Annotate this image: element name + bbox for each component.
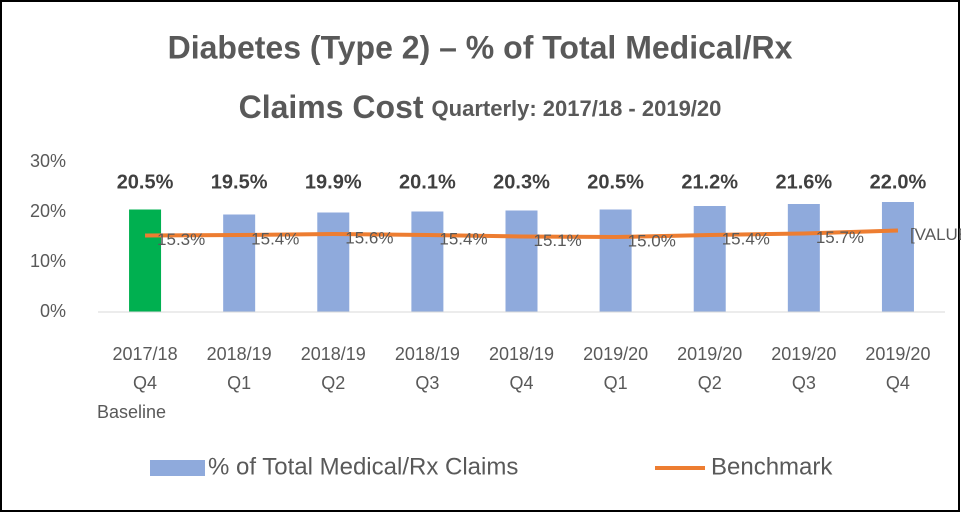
y-tick-label: 30% xyxy=(30,151,66,171)
x-tick-label: Q2 xyxy=(321,373,345,393)
bar xyxy=(129,209,162,312)
bar xyxy=(317,212,350,312)
data-label: 20.5% xyxy=(117,171,174,193)
bar xyxy=(787,204,820,312)
data-label: 15.7% xyxy=(816,228,864,247)
x-tick-label: Q2 xyxy=(698,373,722,393)
bar xyxy=(693,206,726,312)
chart-title-line-2: Claims Cost Quarterly: 2017/18 - 2019/20 xyxy=(239,89,722,125)
x-tick-label: 2018/19 xyxy=(301,344,366,364)
data-label: 22.0% xyxy=(870,171,927,193)
y-tick-label: 0% xyxy=(40,301,66,321)
x-tick-label: 2019/20 xyxy=(865,344,930,364)
x-tick-label: 2017/18 xyxy=(113,344,178,364)
data-label: 19.5% xyxy=(211,171,268,193)
data-label: 15.1% xyxy=(534,231,582,250)
data-label: 20.3% xyxy=(493,171,550,193)
data-label: 21.2% xyxy=(681,171,738,193)
data-label: 15.6% xyxy=(345,228,393,247)
benchmark-line xyxy=(145,228,899,239)
data-label: 20.5% xyxy=(587,171,644,193)
x-tick-label: Q4 xyxy=(886,373,910,393)
bar xyxy=(411,211,444,312)
legend-label: % of Total Medical/Rx Claims xyxy=(208,453,518,480)
bar xyxy=(599,209,632,312)
bar xyxy=(505,210,538,312)
data-label: 19.9% xyxy=(305,171,362,193)
x-tick-label: Q4 xyxy=(509,373,533,393)
x-tick-label: Q4 xyxy=(133,373,157,393)
bar xyxy=(223,214,256,312)
chart-subtitle: Quarterly: 2017/18 - 2019/20 xyxy=(432,96,722,121)
x-tick-label: 2019/20 xyxy=(583,344,648,364)
data-label: [VALUE] xyxy=(910,225,961,244)
data-label: 15.4% xyxy=(251,229,299,248)
legend-label: Benchmark xyxy=(711,453,833,480)
chart-title: Diabetes (Type 2) – % of Total Medical/R… xyxy=(168,29,793,65)
data-label: 20.1% xyxy=(399,171,456,193)
x-tick-label: 2019/20 xyxy=(771,344,836,364)
data-label: 15.4% xyxy=(439,229,487,248)
x-tick-label: Baseline xyxy=(97,402,166,422)
legend-swatch xyxy=(150,460,205,476)
data-label: 15.0% xyxy=(628,231,676,250)
bar xyxy=(881,202,914,312)
x-tick-label: 2018/19 xyxy=(395,344,460,364)
x-tick-label: 2018/19 xyxy=(207,344,272,364)
x-tick-label: 2018/19 xyxy=(489,344,554,364)
x-tick-label: Q3 xyxy=(792,373,816,393)
x-tick-label: 2019/20 xyxy=(677,344,742,364)
data-label: 21.6% xyxy=(775,171,832,193)
chart-title: Claims Cost xyxy=(239,89,424,125)
x-tick-label: Q1 xyxy=(227,373,251,393)
data-label: 15.3% xyxy=(157,230,205,249)
data-label: 15.4% xyxy=(722,229,770,248)
x-tick-label: Q3 xyxy=(415,373,439,393)
x-tick-label: Q1 xyxy=(604,373,628,393)
y-tick-label: 10% xyxy=(30,251,66,271)
y-tick-label: 20% xyxy=(30,201,66,221)
